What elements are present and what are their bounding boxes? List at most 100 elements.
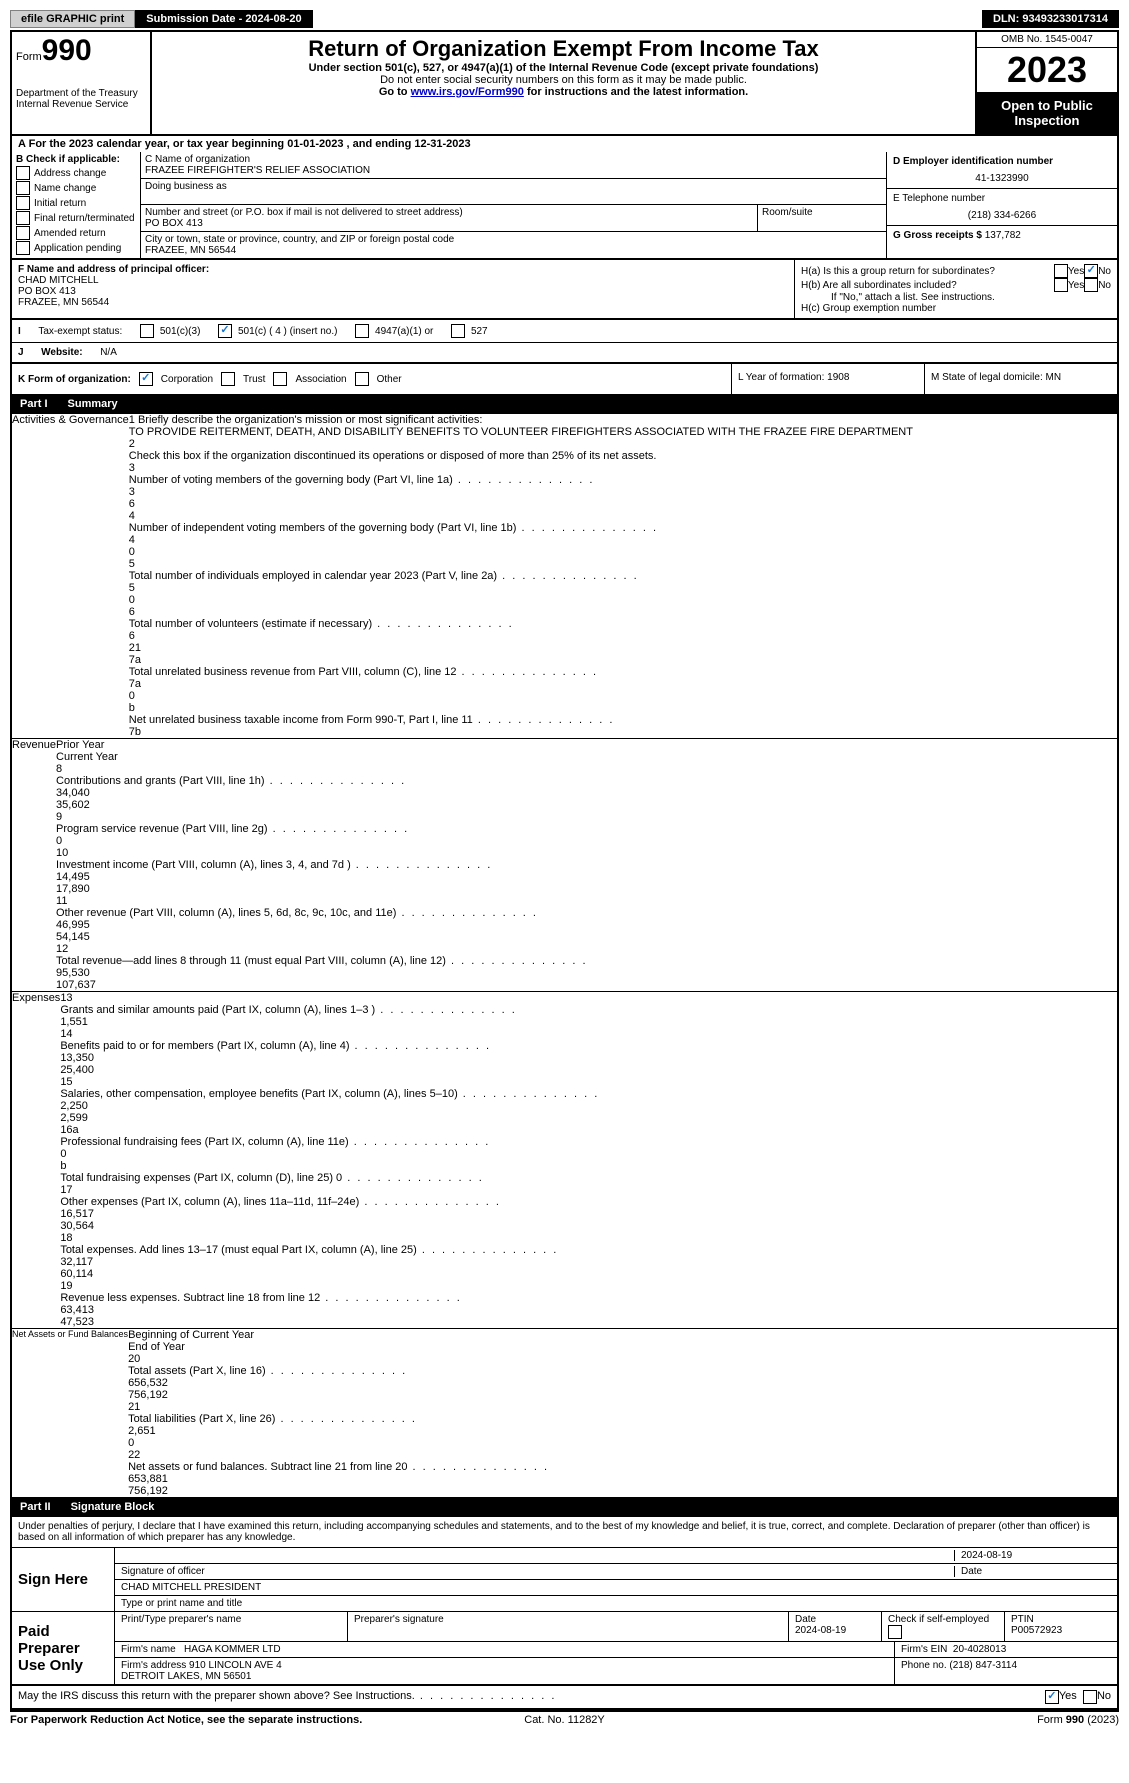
k-corp: Corporation bbox=[161, 374, 213, 385]
block-klm: K Form of organization: ✓Corporation Tru… bbox=[10, 364, 1119, 396]
checkbox-ha-yes[interactable] bbox=[1054, 264, 1068, 278]
f-addr1: PO BOX 413 bbox=[18, 286, 788, 297]
d-block: D Employer identification number 41-1323… bbox=[887, 152, 1117, 189]
vtab-netassets: Net Assets or Fund Balances bbox=[12, 1329, 128, 1497]
checkbox-corp[interactable]: ✓ bbox=[139, 372, 153, 386]
d-val: 41-1323990 bbox=[893, 173, 1111, 184]
exp-row-b: bTotal fundraising expenses (Part IX, co… bbox=[60, 1160, 1117, 1184]
c-city-lbl: City or town, state or province, country… bbox=[145, 234, 882, 245]
col-c: C Name of organization FRAZEE FIREFIGHTE… bbox=[141, 152, 886, 258]
c-dba-lbl: Doing business as bbox=[145, 181, 882, 192]
pdate-val: 2024-08-19 bbox=[795, 1625, 846, 1636]
checkbox-assoc[interactable] bbox=[273, 372, 287, 386]
col-f: F Name and address of principal officer:… bbox=[12, 260, 795, 318]
na-row-22: 22Net assets or fund balances. Subtract … bbox=[128, 1449, 1117, 1497]
checkbox-hb-no[interactable] bbox=[1084, 278, 1098, 292]
checkbox-self-employed[interactable] bbox=[888, 1625, 902, 1639]
col-b: B Check if applicable: Address change Na… bbox=[12, 152, 141, 258]
ha-yes: Yes bbox=[1068, 266, 1084, 277]
rev-row-10: 10Investment income (Part VIII, column (… bbox=[56, 847, 1117, 895]
j-row: J Website: N/A bbox=[12, 343, 1117, 362]
d-lbl: D Employer identification number bbox=[893, 156, 1111, 167]
footer: For Paperwork Reduction Act Notice, see … bbox=[10, 1710, 1119, 1728]
block-ij: I Tax-exempt status: 501(c)(3) ✓ 501(c) … bbox=[10, 320, 1119, 364]
checkbox-hb-yes[interactable] bbox=[1054, 278, 1068, 292]
b-final: Final return/terminated bbox=[34, 213, 135, 224]
ha-row: H(a) Is this a group return for subordin… bbox=[801, 264, 1111, 278]
form-header-center: Return of Organization Exempt From Incom… bbox=[152, 32, 975, 134]
signature-block: Under penalties of perjury, I declare th… bbox=[10, 1517, 1119, 1686]
part1-title: Summary bbox=[68, 398, 118, 410]
sign-sig-lbl: Signature of officer bbox=[121, 1566, 954, 1577]
checkbox-name-change[interactable] bbox=[16, 181, 30, 195]
checkbox-discuss-no[interactable] bbox=[1083, 1690, 1097, 1704]
sign-name-val: CHAD MITCHELL PRESIDENT bbox=[121, 1582, 1111, 1593]
rev-row-9: 9Program service revenue (Part VIII, lin… bbox=[56, 811, 1117, 847]
ptname-lbl: Print/Type preparer's name bbox=[115, 1612, 348, 1641]
b-app: Application pending bbox=[34, 243, 121, 254]
form-subtitle-3: Go to www.irs.gov/Form990 for instructio… bbox=[156, 86, 971, 98]
part1-num: Part I bbox=[20, 398, 48, 410]
dln-label: DLN: 93493233017314 bbox=[982, 10, 1119, 28]
checkbox-address-change[interactable] bbox=[16, 166, 30, 180]
ha-no: No bbox=[1098, 266, 1111, 277]
checkbox-4947[interactable] bbox=[355, 324, 369, 338]
sign-date-lbl: Date bbox=[954, 1566, 1111, 1577]
na-head-cy: End of Year bbox=[128, 1341, 1117, 1353]
top-bar: efile GRAPHIC print Submission Date - 20… bbox=[10, 10, 1119, 28]
row-2: 2 Check this box if the organization dis… bbox=[129, 438, 1117, 462]
part1-header: Part I Summary bbox=[10, 396, 1119, 414]
hb-row: H(b) Are all subordinates included? Yes … bbox=[801, 278, 1111, 292]
vtab-revenue: Revenue bbox=[12, 739, 56, 991]
ptin-val: P00572923 bbox=[1011, 1625, 1062, 1636]
col-h: H(a) Is this a group return for subordin… bbox=[795, 260, 1117, 318]
discuss-row: May the IRS discuss this return with the… bbox=[10, 1686, 1119, 1710]
firm-ein-lbl: Firm's EIN bbox=[901, 1644, 947, 1655]
checkbox-ha-no[interactable]: ✓ bbox=[1084, 264, 1098, 278]
col-de: D Employer identification number 41-1323… bbox=[886, 152, 1117, 258]
mission-block: 1 Briefly describe the organization's mi… bbox=[129, 414, 1117, 438]
checkbox-app-pending[interactable] bbox=[16, 241, 30, 255]
na-head-py: Beginning of Current Year bbox=[128, 1329, 1117, 1341]
firm-name-val: HAGA KOMMER LTD bbox=[184, 1644, 281, 1655]
k-other: Other bbox=[377, 374, 402, 385]
j-val: N/A bbox=[100, 347, 117, 358]
checkbox-other[interactable] bbox=[355, 372, 369, 386]
footer-center: Cat. No. 11282Y bbox=[380, 1714, 750, 1726]
hb-yes: Yes bbox=[1068, 280, 1084, 291]
c-city-row: City or town, state or province, country… bbox=[141, 232, 886, 258]
paid-right: Print/Type preparer's name Preparer's si… bbox=[115, 1612, 1117, 1684]
k-lbl: K Form of organization: bbox=[18, 374, 131, 385]
c-street-row: Number and street (or P.O. box if mail i… bbox=[141, 205, 886, 232]
efile-print-button[interactable]: efile GRAPHIC print bbox=[10, 10, 135, 28]
checkbox-501c3[interactable] bbox=[140, 324, 154, 338]
row-7a: 7aTotal unrelated business revenue from … bbox=[129, 654, 1117, 702]
irs-link[interactable]: www.irs.gov/Form990 bbox=[411, 86, 524, 98]
checkbox-501c[interactable]: ✓ bbox=[218, 324, 232, 338]
line-a-text: For the 2023 calendar year, or tax year … bbox=[29, 138, 471, 150]
checkbox-final-return[interactable] bbox=[16, 211, 30, 225]
hb-no: No bbox=[1098, 280, 1111, 291]
i-lbl: Tax-exempt status: bbox=[38, 326, 122, 337]
checkbox-discuss-yes[interactable]: ✓ bbox=[1045, 1690, 1059, 1704]
pdate-lbl: Date bbox=[795, 1614, 816, 1625]
f-name: CHAD MITCHELL bbox=[18, 275, 788, 286]
checkbox-527[interactable] bbox=[451, 324, 465, 338]
form-title: Return of Organization Exempt From Incom… bbox=[156, 36, 971, 62]
i-a1: 4947(a)(1) or bbox=[375, 326, 433, 337]
firm-addr-lbl: Firm's address bbox=[121, 1660, 186, 1671]
ha-lbl: H(a) Is this a group return for subordin… bbox=[801, 266, 1054, 277]
checkbox-initial-return[interactable] bbox=[16, 196, 30, 210]
rev-head: Prior Year Current Year bbox=[56, 739, 1117, 763]
block-bcde: B Check if applicable: Address change Na… bbox=[10, 152, 1119, 260]
row-4: 4Number of independent voting members of… bbox=[129, 510, 1117, 558]
checkbox-trust[interactable] bbox=[221, 372, 235, 386]
exp-row-18: 18Total expenses. Add lines 13–17 (must … bbox=[60, 1232, 1117, 1280]
hb-note: If "No," attach a list. See instructions… bbox=[801, 292, 1111, 303]
checkbox-amended[interactable] bbox=[16, 226, 30, 240]
hc-lbl: H(c) Group exemption number bbox=[801, 303, 1111, 314]
form-subtitle-2: Do not enter social security numbers on … bbox=[156, 74, 971, 86]
k-assoc: Association bbox=[295, 374, 346, 385]
form-header-left: Form990 Department of the Treasury Inter… bbox=[12, 32, 152, 134]
discuss-q: May the IRS discuss this return with the… bbox=[18, 1690, 1045, 1704]
